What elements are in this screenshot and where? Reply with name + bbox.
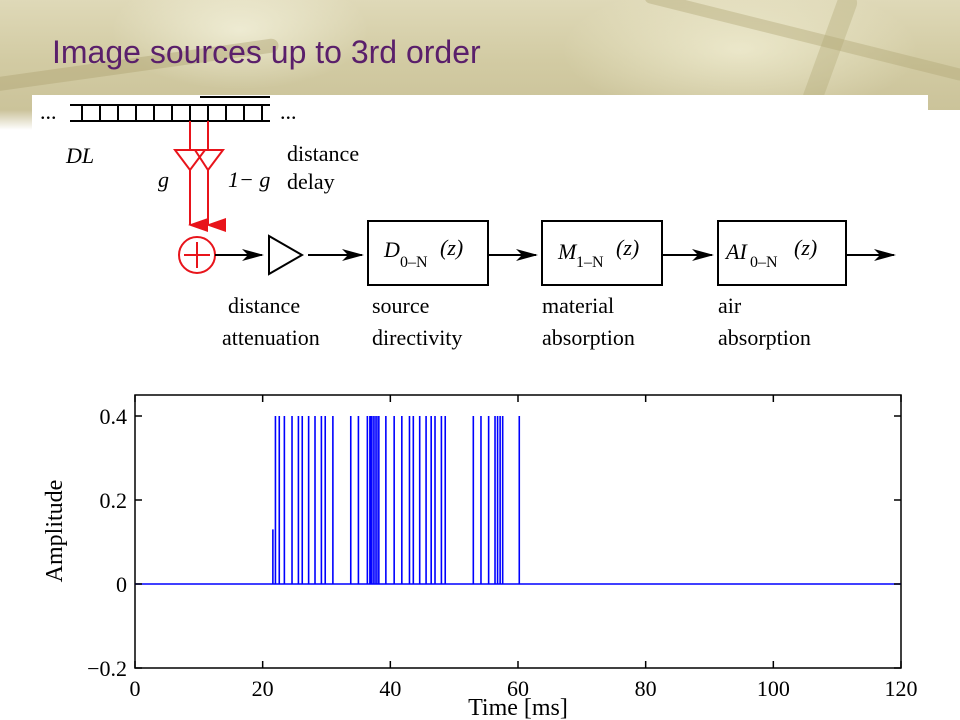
x-tick-label-1: 20	[252, 676, 274, 701]
impulse-response-chart: 0 20 40 60 80 100 120 −0.200.20.4 Time [ms] Am…	[42, 394, 918, 720]
gain-right-label: 1− g	[228, 167, 270, 192]
x-tick-label-6: 120	[885, 676, 918, 701]
y-tick-label-2: 0.2	[100, 488, 128, 513]
caption-source-directivity-line2: directivity	[372, 325, 462, 350]
distance-delay-line1: distance	[287, 141, 359, 166]
caption-air-absorption-line1: air	[718, 293, 742, 318]
x-axis-ticks: 0 20 40 60 80 100 120	[130, 395, 918, 701]
distance-delay-line2: delay	[287, 169, 335, 194]
block-source-directivity: D 0–N (z)	[383, 235, 463, 271]
y-tick-label-1: 0	[116, 572, 127, 597]
impulse-series	[272, 416, 521, 584]
signal-chain	[215, 220, 896, 286]
slide-left-edge	[0, 110, 32, 130]
source-directivity-arg: (z)	[440, 235, 463, 260]
gain-left-label: g	[158, 167, 169, 192]
figure-panel: ... ... DL g 1− g distan	[32, 95, 928, 720]
gain-taps	[173, 121, 226, 232]
block-diagram: ... ... DL g 1− g distan	[40, 96, 896, 350]
material-absorption-sub: 1–N	[576, 254, 604, 271]
y-axis-ticks: −0.2 0 0.2 0.4	[87, 404, 901, 681]
source-directivity-sub: 0–N	[400, 254, 428, 271]
slide-header-background	[0, 0, 960, 110]
x-tick-label-5: 100	[757, 676, 790, 701]
material-absorption-func: M	[557, 239, 578, 264]
block-air-absorption: AI 0–N (z)	[724, 235, 817, 271]
caption-air-absorption-line2: absorption	[718, 325, 811, 350]
delay-line: ... ... DL	[40, 96, 297, 168]
source-directivity-func: D	[383, 237, 400, 262]
air-absorption-sub: 0–N	[750, 254, 778, 271]
y-axis-title: Amplitude	[42, 480, 68, 583]
plot-frame	[134, 394, 902, 669]
x-tick-label-4: 80	[635, 676, 657, 701]
caption-distance-attenuation-line2: attenuation	[222, 325, 320, 350]
delay-line-left-dots: ...	[40, 99, 57, 124]
x-tick-label-3: 60	[507, 676, 529, 701]
block-material-absorption: M 1–N (z)	[557, 235, 639, 271]
delay-line-label: DL	[65, 143, 94, 168]
caption-material-absorption-line2: absorption	[542, 325, 635, 350]
x-tick-label-2: 40	[379, 676, 401, 701]
slide-title: Image sources up to 3rd order	[52, 34, 481, 70]
sum-node	[178, 236, 216, 274]
caption-source-directivity-line1: source	[372, 293, 429, 318]
caption-material-absorption-line1: material	[542, 293, 614, 318]
x-axis-title: Time [ms]	[468, 695, 568, 720]
caption-distance-attenuation-line1: distance	[228, 293, 300, 318]
material-absorption-arg: (z)	[616, 235, 639, 260]
air-absorption-arg: (z)	[794, 235, 817, 260]
delay-line-right-dots: ...	[280, 99, 297, 124]
x-tick-label-0: 0	[130, 676, 141, 701]
air-absorption-func: AI	[724, 239, 748, 264]
y-tick-label-3: 0.4	[100, 404, 128, 429]
y-tick-label-0: −0.2	[87, 656, 127, 681]
